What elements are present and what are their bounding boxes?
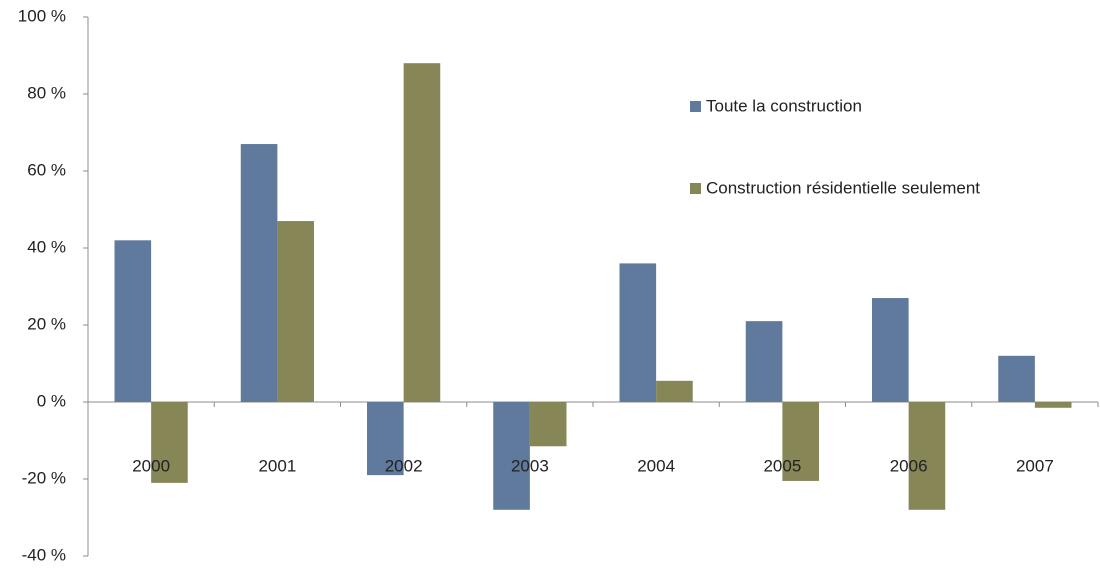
x-tick-label: 2003	[511, 456, 549, 475]
x-tick-label: 2000	[132, 456, 170, 475]
bar	[151, 402, 188, 483]
bar	[872, 298, 909, 402]
bar	[745, 321, 783, 402]
legend-swatch	[690, 183, 701, 194]
y-tick-label: 100 %	[18, 6, 66, 25]
bar	[114, 240, 152, 402]
bar	[656, 380, 693, 402]
bar	[1034, 402, 1072, 408]
y-tick-label: 60 %	[27, 160, 66, 179]
y-tick-label: -40 %	[22, 545, 66, 564]
bar	[529, 402, 567, 447]
bar	[908, 402, 946, 510]
legend-label: Construction résidentielle seulement	[706, 178, 980, 197]
y-tick-label: -20 %	[22, 468, 66, 487]
bar	[277, 221, 314, 402]
x-tick-label: 2006	[890, 456, 928, 475]
bar	[619, 263, 657, 402]
bar	[782, 402, 819, 481]
x-tick-label: 2001	[258, 456, 296, 475]
legend-swatch	[690, 101, 701, 112]
bar	[240, 144, 278, 403]
bar	[403, 63, 441, 402]
bar	[367, 402, 404, 476]
x-tick-label: 2004	[637, 456, 675, 475]
y-tick-label: 20 %	[27, 314, 66, 333]
bar	[998, 355, 1035, 402]
x-tick-label: 2007	[1016, 456, 1054, 475]
x-tick-label: 2002	[385, 456, 423, 475]
y-tick-label: 0 %	[37, 391, 66, 410]
x-tick-label: 2005	[763, 456, 801, 475]
bar	[493, 402, 530, 510]
y-tick-label: 80 %	[27, 83, 66, 102]
y-tick-label: 40 %	[27, 237, 66, 256]
legend-label: Toute la construction	[706, 96, 862, 115]
